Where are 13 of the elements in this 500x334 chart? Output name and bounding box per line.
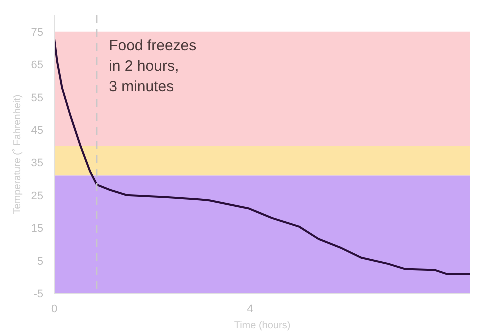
y-tick-label: 5 [37, 256, 44, 268]
y-tick-label: 25 [31, 190, 44, 202]
y-tick-label: 75 [31, 26, 44, 39]
y-tick-label: 35 [31, 158, 44, 170]
y-tick-label: 55 [31, 92, 44, 104]
y-tick-label: -5 [34, 288, 44, 300]
line-series [54, 38, 470, 276]
ref-line-label: Food freezes in 2 hours, 3 minutes [109, 38, 197, 96]
y-tick-label: 45 [31, 124, 44, 137]
y-tick-label: 15 [31, 223, 44, 236]
x-tick-label: 0 [51, 304, 58, 316]
y-tick-label: 65 [31, 60, 44, 72]
x-tick-label: 4 [247, 304, 254, 316]
